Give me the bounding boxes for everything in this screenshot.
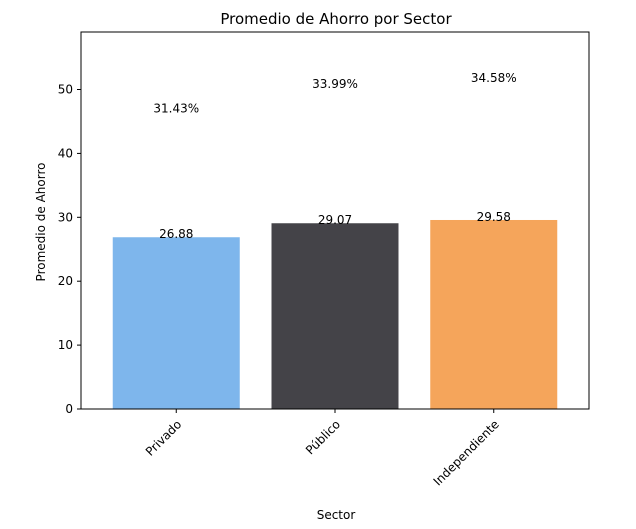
bar-privado <box>112 237 240 409</box>
y-tick-label: 50 <box>58 83 73 97</box>
y-tick-label: 0 <box>65 402 73 416</box>
y-axis-label: Promedio de Ahorro <box>34 163 48 282</box>
y-tick-label: 30 <box>58 210 73 224</box>
percent-label: 34.58% <box>471 71 517 85</box>
bar-independiente <box>430 219 558 409</box>
value-label: 29.58 <box>477 210 511 224</box>
chart-title: Promedio de Ahorro por Sector <box>220 10 452 28</box>
percent-label: 31.43% <box>153 101 199 115</box>
percent-label: 33.99% <box>312 77 358 91</box>
x-tick-label: Público <box>303 417 343 457</box>
x-axis-label: Sector <box>317 508 356 522</box>
y-tick-label: 10 <box>58 338 73 352</box>
y-tick-label: 20 <box>58 274 73 288</box>
x-tick-label: Independiente <box>431 417 502 488</box>
value-label: 26.88 <box>159 227 193 241</box>
plot-area: 26.88 29.07 29.58 31.43% 33.99% 34.58% 0 10 20 30… <box>58 31 590 488</box>
x-tick-label: Privado <box>143 417 185 459</box>
value-label: 29.07 <box>318 213 352 227</box>
bar-público <box>271 223 399 409</box>
y-tick-label: 40 <box>58 146 73 160</box>
